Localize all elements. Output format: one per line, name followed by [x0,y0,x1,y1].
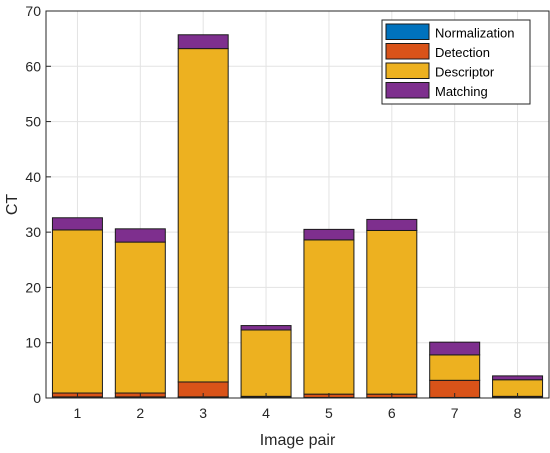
bar-segment-descriptor [177,48,229,383]
x-tick-label: 5 [325,405,333,421]
x-tick-label: 6 [388,405,396,421]
bar-segment-matching [177,34,229,50]
bar-segment-descriptor [366,229,418,395]
y-axis: 0 10 20 30 40 50 60 70 [25,3,51,406]
legend-swatch [385,43,430,60]
y-tick-label: 60 [25,58,41,74]
legend-label: Matching [435,84,488,99]
x-tick-label: 7 [451,405,459,421]
bar-segment-matching [303,228,355,241]
bar-segment-descriptor [303,239,355,395]
x-tick-label: 4 [262,405,270,421]
legend-swatch [385,82,430,99]
x-axis-title: Image pair [260,432,336,449]
y-tick-label: 40 [25,169,41,185]
bar-segment-matching [429,341,481,356]
plot-frame [45,10,550,399]
y-tick-label: 20 [25,279,41,295]
legend-label: Normalization [435,26,514,41]
y-tick-label: 70 [25,3,41,19]
bar-segment-matching [114,228,166,243]
bar-segment-descriptor [429,354,481,381]
bar-segment-descriptor [240,329,292,397]
y-tick-label: 30 [25,224,41,240]
bars [51,34,544,399]
bar-segment-matching [366,218,418,231]
bar-segment-matching [240,325,292,331]
x-tick-label: 8 [514,405,522,421]
bar-segment-descriptor [114,241,166,394]
y-tick-label: 50 [25,114,41,130]
x-tick-label: 2 [136,405,144,421]
legend-swatch [385,23,430,40]
legend-swatch [385,62,430,79]
y-tick-label: 10 [25,335,41,351]
legend-label: Descriptor [435,65,495,80]
y-tick-label: 0 [33,390,41,406]
x-axis: 1 2 3 4 5 6 7 8 [74,393,522,421]
legend-label: Detection [435,45,490,60]
bar-segment-matching [492,375,544,381]
x-tick-label: 3 [199,405,207,421]
x-tick-label: 1 [74,405,82,421]
legend: Normalization Detection Descriptor Matching [381,19,531,105]
bar-segment-descriptor [51,229,103,394]
y-axis-title: CT [4,194,21,216]
bar-segment-matching [51,217,103,231]
